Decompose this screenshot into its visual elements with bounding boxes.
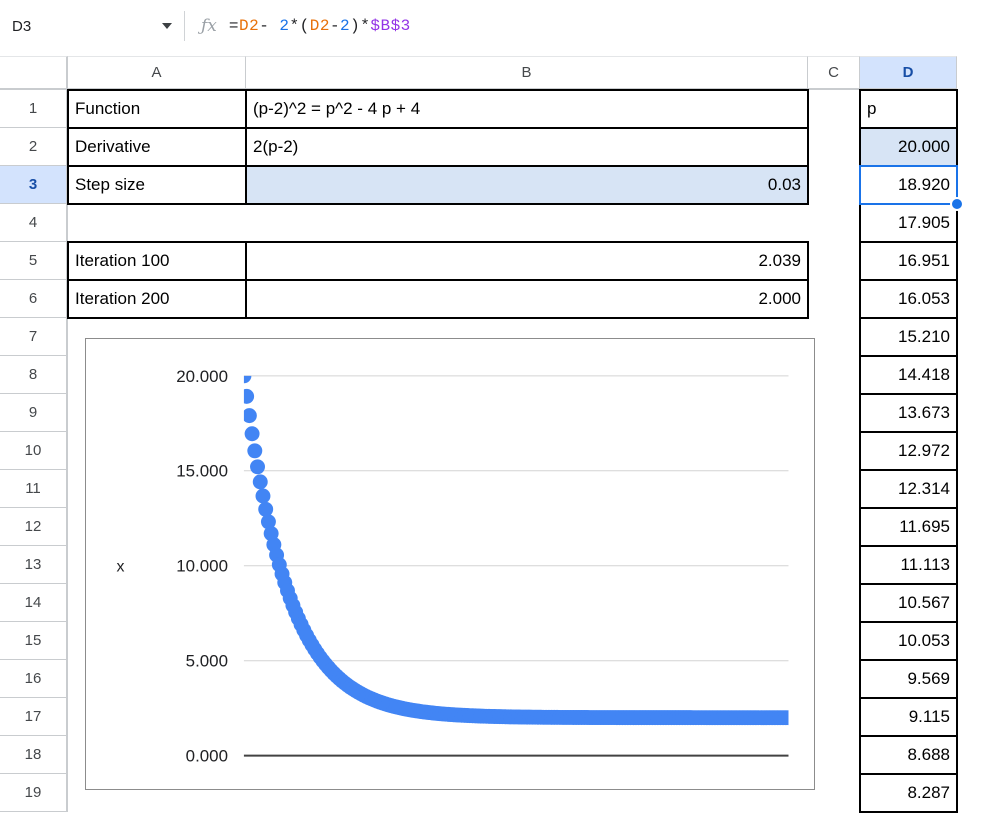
select-all-corner[interactable]	[0, 56, 68, 90]
cell-D16[interactable]: 9.569	[860, 660, 957, 698]
row-header-16[interactable]: 16	[0, 660, 68, 698]
cell-B1[interactable]: (p-2)^2 = p^2 - 4 p + 4	[246, 90, 808, 128]
svg-text:20.000: 20.000	[176, 367, 228, 386]
cell-D9[interactable]: 13.673	[860, 394, 957, 432]
formula-token: D2	[239, 17, 260, 35]
formula-input[interactable]: =D2- 2*(D2-2)*$B$3	[229, 17, 411, 35]
cell-B2[interactable]: 2(p-2)	[246, 128, 808, 166]
chevron-down-icon[interactable]	[162, 23, 172, 29]
cell-D14[interactable]: 10.567	[860, 584, 957, 622]
data-points	[243, 375, 789, 726]
svg-text:10.000: 10.000	[176, 557, 228, 576]
cell-D13[interactable]: 11.113	[860, 546, 957, 584]
formula-token	[269, 17, 279, 35]
row-header-12[interactable]: 12	[0, 508, 68, 546]
svg-text:0.000: 0.000	[186, 747, 228, 766]
cell-A1[interactable]: Function	[68, 90, 246, 128]
row-header-6[interactable]: 6	[0, 280, 68, 318]
cell-D3[interactable]: 18.920	[860, 166, 957, 204]
row-header-13[interactable]: 13	[0, 546, 68, 584]
column-header-D[interactable]: D	[860, 56, 957, 90]
row-header-1[interactable]: 1	[0, 90, 68, 128]
cell-D19[interactable]: 8.287	[860, 774, 957, 812]
column-header-B[interactable]: B	[246, 56, 808, 90]
divider	[184, 11, 185, 41]
column-header-C[interactable]: C	[808, 56, 860, 90]
cell-D6[interactable]: 16.053	[860, 280, 957, 318]
function-fx-icon: ƒx	[201, 16, 217, 36]
active-cell-reference: D3	[12, 17, 32, 35]
row-header-10[interactable]: 10	[0, 432, 68, 470]
column-header-A[interactable]: A	[68, 56, 246, 90]
formula-token: )*	[350, 17, 371, 35]
scatter-chart-svg: 20.000 15.000 10.000 5.000 0.000 x	[116, 367, 789, 766]
cell-D17[interactable]: 9.115	[860, 698, 957, 736]
row-header-17[interactable]: 17	[0, 698, 68, 736]
formula-token: *(	[289, 17, 310, 35]
svg-text:15.000: 15.000	[176, 462, 228, 481]
svg-text:5.000: 5.000	[186, 652, 228, 671]
row-header-8[interactable]: 8	[0, 356, 68, 394]
row-header-11[interactable]: 11	[0, 470, 68, 508]
cell-D5[interactable]: 16.951	[860, 242, 957, 280]
y-gridlines	[243, 375, 789, 757]
formula-token: 2	[279, 17, 290, 35]
formula-token: 2	[340, 17, 351, 35]
row-header-9[interactable]: 9	[0, 394, 68, 432]
cell-B3[interactable]: 0.03	[246, 166, 808, 204]
formula-token: -	[259, 17, 270, 35]
formula-token: =	[228, 17, 239, 35]
y-tick-labels: 20.000 15.000 10.000 5.000 0.000	[176, 367, 228, 766]
cell-B6[interactable]: 2.000	[246, 280, 808, 318]
row-header-18[interactable]: 18	[0, 736, 68, 774]
formula-bar: D3 ƒx =D2- 2*(D2-2)*$B$3	[0, 0, 987, 52]
row-header-4[interactable]: 4	[0, 204, 68, 242]
cell-B5[interactable]: 2.039	[246, 242, 808, 280]
y-axis-title: x	[116, 559, 124, 576]
cell-D18[interactable]: 8.688	[860, 736, 957, 774]
row-header-14[interactable]: 14	[0, 584, 68, 622]
cell-D11[interactable]: 12.314	[860, 470, 957, 508]
cell-A2[interactable]: Derivative	[68, 128, 246, 166]
row-header-2[interactable]: 2	[0, 128, 68, 166]
cell-D1[interactable]: p	[860, 90, 957, 128]
row-header-3[interactable]: 3	[0, 166, 68, 204]
cell-A3[interactable]: Step size	[68, 166, 246, 204]
formula-token: $B$3	[370, 17, 411, 35]
cell-D12[interactable]: 11.695	[860, 508, 957, 546]
cell-A6[interactable]: Iteration 200	[68, 280, 246, 318]
cell-name-box[interactable]: D3	[0, 18, 184, 35]
row-header-5[interactable]: 5	[0, 242, 68, 280]
row-header-15[interactable]: 15	[0, 622, 68, 660]
fill-handle[interactable]	[950, 197, 964, 211]
row-header-19[interactable]: 19	[0, 774, 68, 812]
row-header-7[interactable]: 7	[0, 318, 68, 356]
cell-D7[interactable]: 15.210	[860, 318, 957, 356]
cell-A5[interactable]: Iteration 100	[68, 242, 246, 280]
cell-D8[interactable]: 14.418	[860, 356, 957, 394]
cell-D2[interactable]: 20.000	[860, 128, 957, 166]
formula-token: D2	[309, 17, 330, 35]
cell-D15[interactable]: 10.053	[860, 622, 957, 660]
embedded-chart[interactable]: 20.000 15.000 10.000 5.000 0.000 x	[85, 338, 815, 790]
cell-D10[interactable]: 12.972	[860, 432, 957, 470]
formula-token: -	[329, 17, 341, 35]
cell-D4[interactable]: 17.905	[860, 204, 957, 242]
